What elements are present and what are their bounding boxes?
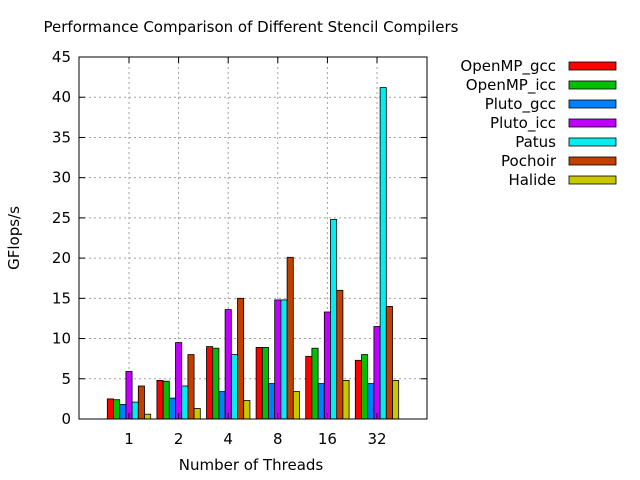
bar-patus-16 bbox=[330, 219, 338, 420]
legend: OpenMP_gccOpenMP_iccPluto_gccPluto_iccPa… bbox=[460, 57, 617, 189]
y-tick-label: 45 bbox=[52, 48, 71, 66]
legend-label-pluto-gcc: Pluto_gcc bbox=[485, 95, 556, 114]
legend-swatch-pluto-gcc bbox=[568, 99, 617, 109]
y-axis-label: GFlops/s bbox=[5, 206, 23, 270]
legend-swatch-patus bbox=[568, 137, 617, 147]
bar-pluto-gcc-8 bbox=[268, 383, 276, 420]
legend-label-halide: Halide bbox=[508, 171, 556, 189]
bars-group bbox=[106, 87, 400, 420]
bar-patus-32 bbox=[379, 87, 387, 420]
bar-openmp-gcc-16 bbox=[305, 355, 313, 420]
bar-pluto-icc-4 bbox=[224, 309, 232, 420]
bar-halide-4 bbox=[243, 400, 251, 420]
y-tick-label: 10 bbox=[52, 330, 71, 348]
x-tick-label: 32 bbox=[367, 430, 386, 448]
bar-pochoir-4 bbox=[237, 297, 245, 420]
bar-openmp-gcc-1 bbox=[106, 398, 114, 420]
bar-pluto-gcc-1 bbox=[119, 404, 127, 420]
bar-openmp-gcc-4 bbox=[206, 346, 214, 420]
y-tick-label: 25 bbox=[52, 209, 71, 227]
y-tick-label: 0 bbox=[61, 410, 71, 428]
bar-pluto-icc-8 bbox=[274, 299, 282, 420]
legend-label-pochoir: Pochoir bbox=[501, 152, 557, 170]
legend-swatch-openmp-icc bbox=[568, 80, 617, 90]
legend-label-pluto-icc: Pluto_icc bbox=[490, 114, 556, 133]
bar-halide-1 bbox=[144, 413, 152, 420]
bar-halide-16 bbox=[342, 379, 350, 420]
x-tick-label: 8 bbox=[273, 430, 283, 448]
bar-halide-32 bbox=[392, 379, 400, 420]
plot-frame bbox=[78, 56, 428, 420]
bar-patus-8 bbox=[280, 299, 288, 420]
legend-swatch-pochoir bbox=[568, 156, 617, 166]
x-tick-label: 1 bbox=[124, 430, 134, 448]
y-tick-label: 35 bbox=[52, 128, 71, 146]
bar-openmp-icc-4 bbox=[212, 347, 220, 420]
bar-patus-2 bbox=[181, 385, 189, 420]
axis-ticks: 0 5 10 15 20 25 30 35 40 45 1 2 4 8 16 32 bbox=[52, 48, 427, 448]
bar-pluto-gcc-32 bbox=[367, 383, 375, 420]
bar-pluto-gcc-2 bbox=[168, 397, 176, 420]
chart-title: Performance Comparison of Different Sten… bbox=[44, 18, 459, 36]
bar-pochoir-8 bbox=[286, 256, 294, 420]
bar-openmp-icc-32 bbox=[361, 354, 369, 420]
bar-pluto-icc-1 bbox=[125, 371, 133, 420]
bar-openmp-icc-2 bbox=[162, 380, 170, 420]
bar-pochoir-16 bbox=[336, 289, 344, 420]
bar-openmp-icc-8 bbox=[261, 346, 269, 420]
bar-patus-1 bbox=[131, 401, 139, 420]
legend-swatch-halide bbox=[568, 175, 617, 185]
legend-swatch-pluto-icc bbox=[568, 118, 617, 128]
x-tick-label: 2 bbox=[174, 430, 184, 448]
bar-openmp-icc-1 bbox=[113, 399, 121, 420]
y-tick-label: 5 bbox=[61, 370, 71, 388]
legend-label-openmp-gcc: OpenMP_gcc bbox=[460, 57, 556, 76]
bar-openmp-gcc-8 bbox=[255, 346, 263, 420]
legend-label-patus: Patus bbox=[515, 133, 556, 151]
y-tick-label: 20 bbox=[52, 249, 71, 267]
bar-patus-4 bbox=[230, 354, 238, 420]
bar-pluto-icc-16 bbox=[323, 311, 331, 420]
legend-label-openmp-icc: OpenMP_icc bbox=[466, 76, 556, 95]
y-tick-label: 30 bbox=[52, 169, 71, 187]
bar-pluto-icc-32 bbox=[373, 326, 381, 420]
x-tick-label: 16 bbox=[318, 430, 337, 448]
bar-pochoir-32 bbox=[385, 305, 393, 420]
x-axis-label: Number of Threads bbox=[179, 456, 324, 474]
y-tick-label: 40 bbox=[52, 88, 71, 106]
bar-openmp-gcc-2 bbox=[156, 379, 164, 420]
bar-openmp-gcc-32 bbox=[354, 359, 362, 420]
legend-swatch-openmp-gcc bbox=[568, 61, 617, 71]
bar-pochoir-2 bbox=[187, 354, 195, 420]
bar-halide-8 bbox=[292, 391, 300, 420]
bar-pluto-gcc-4 bbox=[218, 391, 226, 420]
bar-pochoir-1 bbox=[137, 385, 145, 420]
bar-halide-2 bbox=[193, 408, 201, 420]
bar-openmp-icc-16 bbox=[311, 347, 319, 420]
x-tick-label: 4 bbox=[223, 430, 233, 448]
bar-pluto-gcc-16 bbox=[317, 383, 325, 420]
bar-pluto-icc-2 bbox=[175, 342, 183, 420]
y-tick-label: 15 bbox=[52, 289, 71, 307]
